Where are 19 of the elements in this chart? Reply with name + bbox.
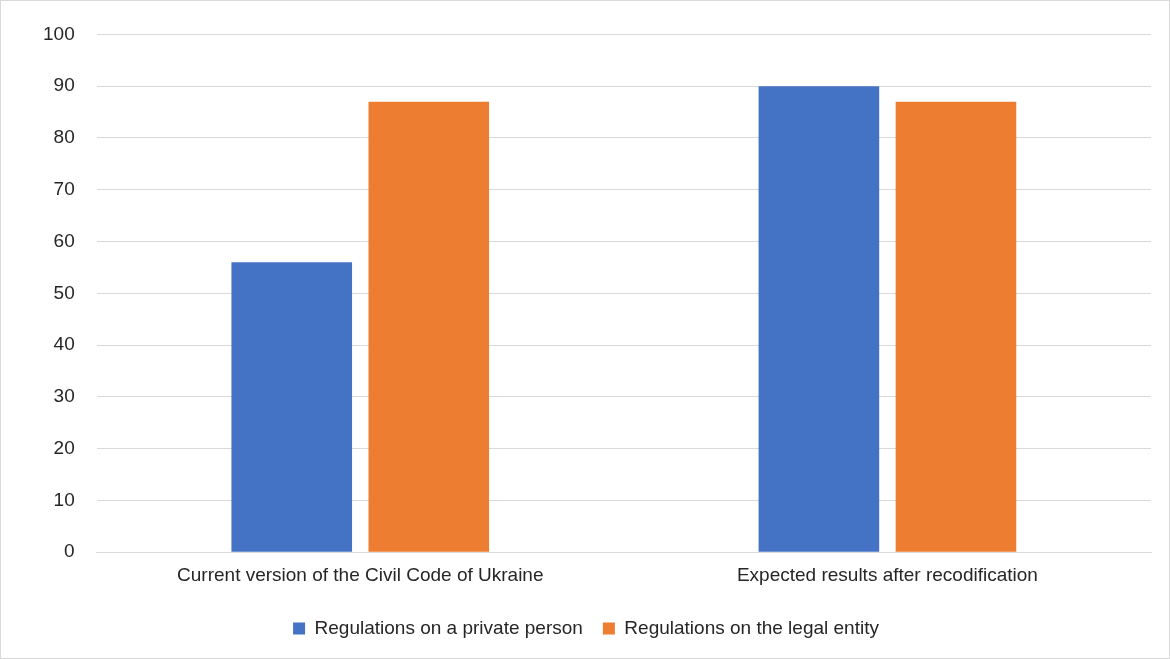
y-tick-label: 10 bbox=[53, 488, 75, 510]
y-tick-label: 80 bbox=[53, 126, 75, 148]
y-tick-label: 0 bbox=[64, 540, 75, 562]
y-tick-label: 50 bbox=[53, 281, 75, 303]
y-tick-label: 70 bbox=[53, 177, 75, 199]
y-tick-label: 30 bbox=[53, 385, 75, 407]
y-tick-label: 20 bbox=[53, 436, 75, 458]
y-tick-label: 90 bbox=[53, 74, 75, 96]
x-tick-label: Expected results after recodification bbox=[736, 563, 1038, 585]
bar bbox=[895, 101, 1017, 552]
y-tick-label: 40 bbox=[53, 333, 75, 355]
y-tick-label: 100 bbox=[43, 22, 75, 44]
y-tick-label: 60 bbox=[53, 229, 75, 251]
bar bbox=[758, 86, 880, 552]
bar bbox=[231, 262, 353, 552]
bar bbox=[368, 101, 490, 552]
legend-label: Regulations on the legal entity bbox=[624, 616, 880, 638]
legend-label: Regulations on a private person bbox=[314, 616, 583, 638]
x-tick-label: Current version of the Civil Code of Ukraine bbox=[177, 563, 544, 585]
